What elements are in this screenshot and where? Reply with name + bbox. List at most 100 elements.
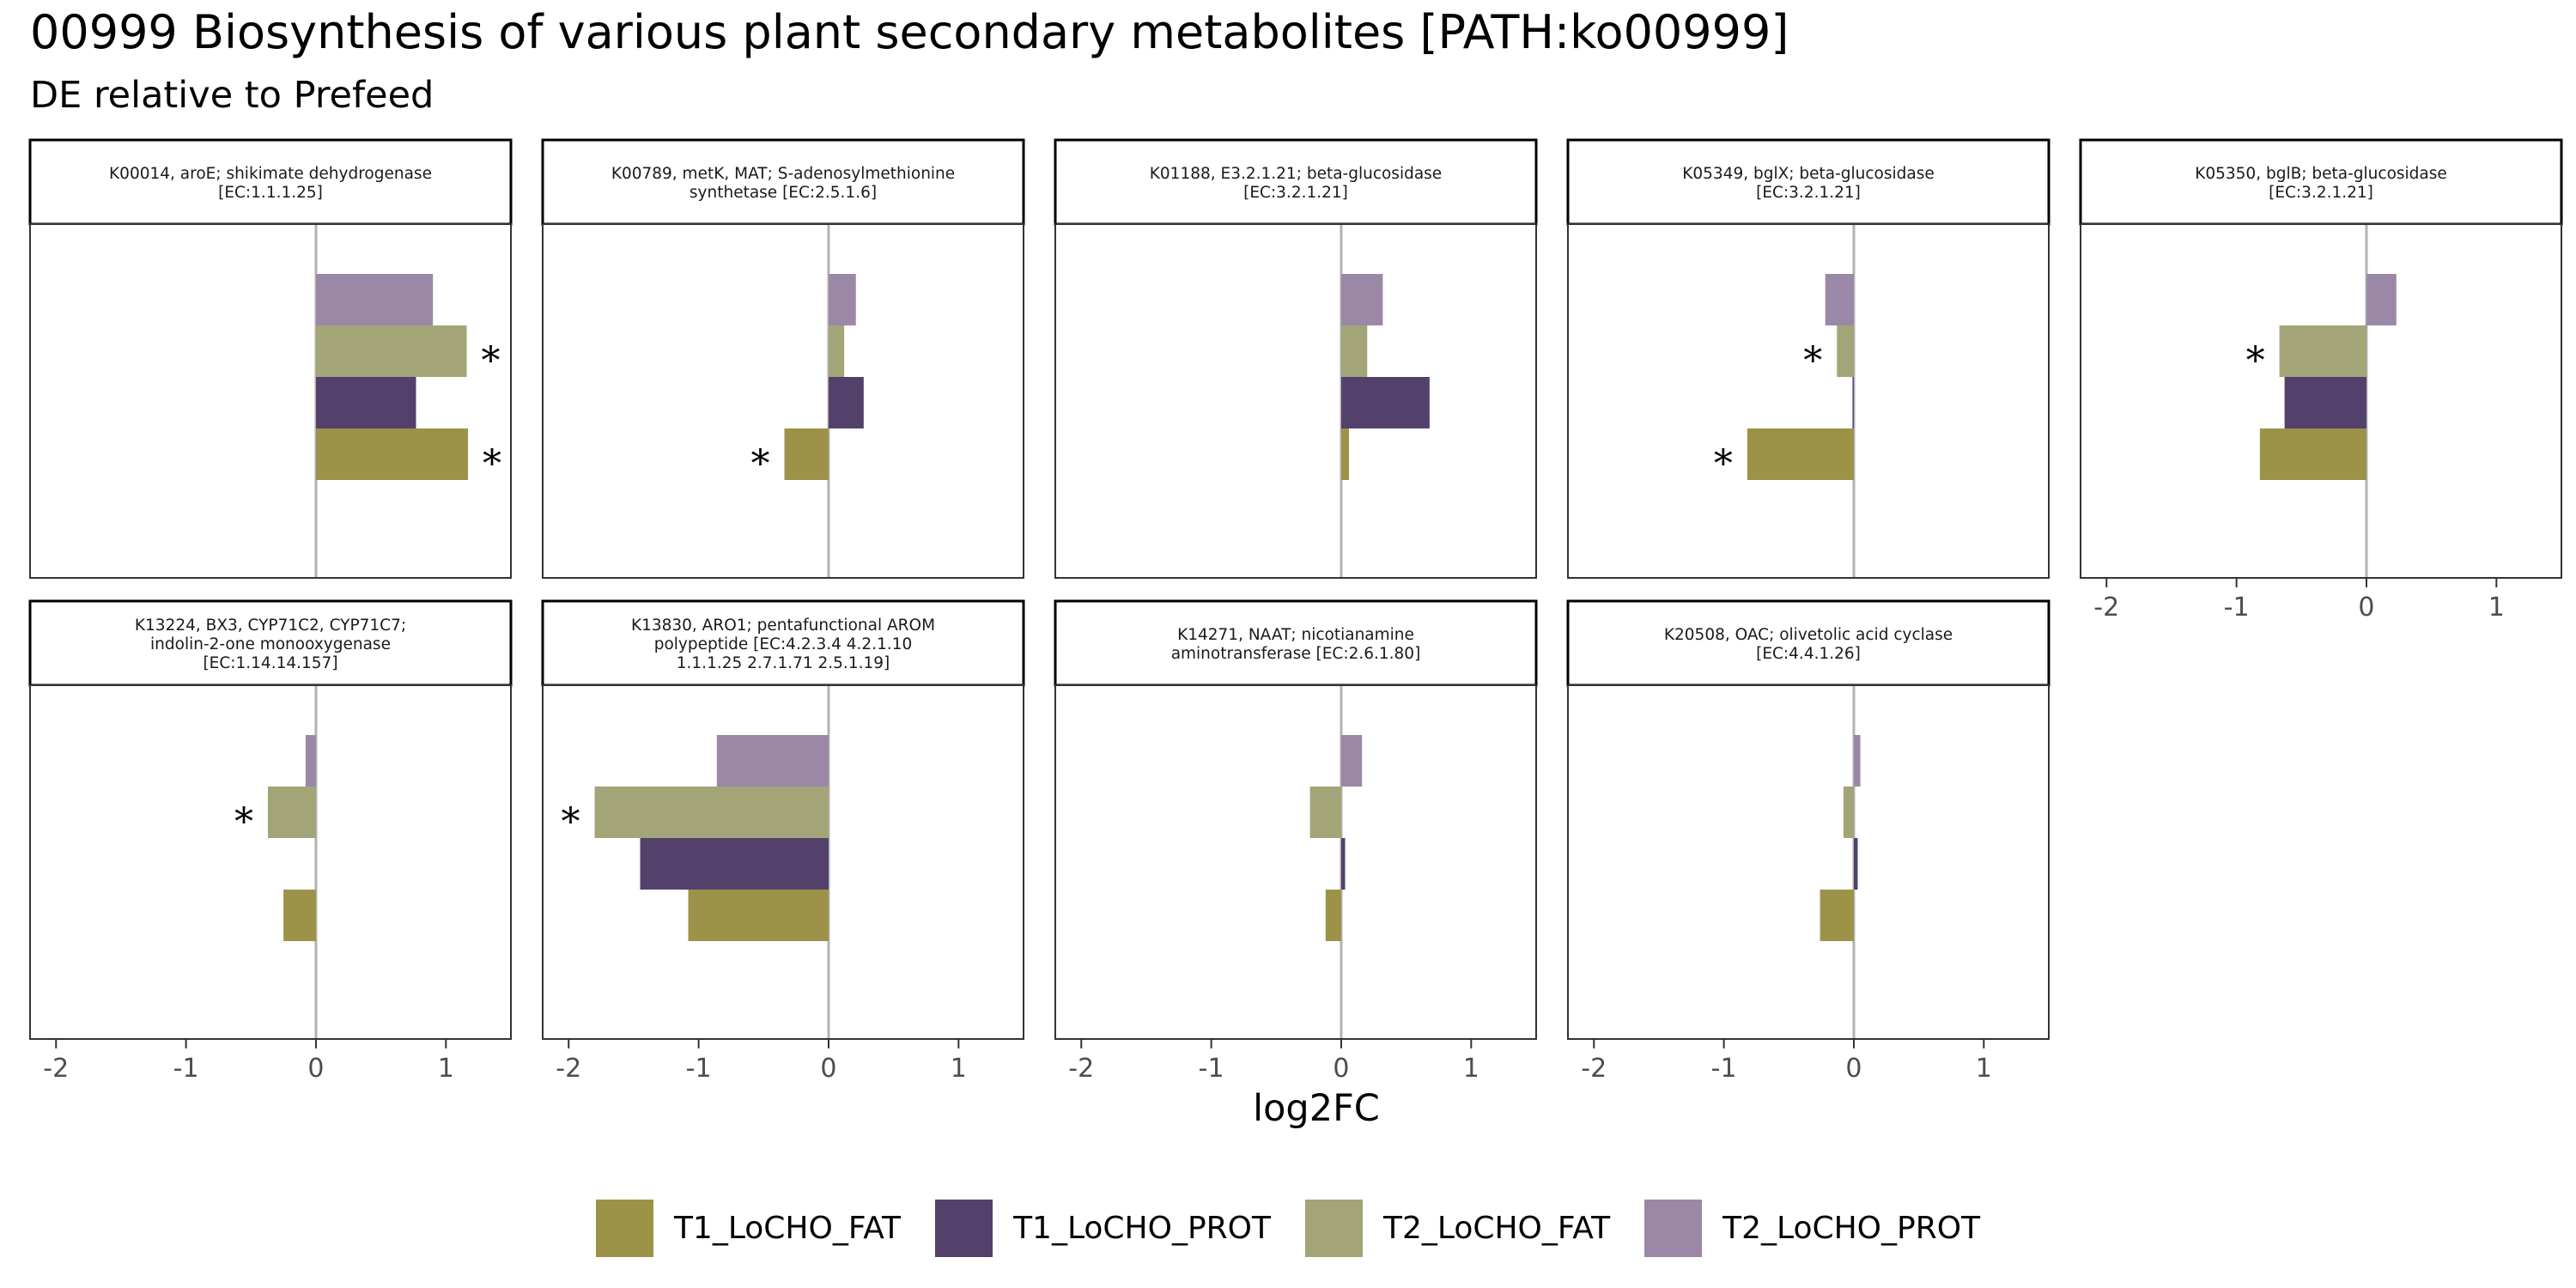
panel-background bbox=[1568, 224, 2049, 578]
facet-strip-label: aminotransferase [EC:2.6.1.80] bbox=[1171, 645, 1421, 663]
bar-T1_LoCHO_FAT bbox=[1820, 890, 1854, 941]
legend: T1_LoCHO_FAT T1_LoCHO_PROT T2_LoCHO_FAT T2_… bbox=[0, 1189, 2576, 1267]
bar-T2_LoCHO_PROT bbox=[315, 274, 434, 325]
facet-strip-label: [EC:1.1.1.25] bbox=[218, 184, 323, 202]
facet-panel: K05350, bglB; beta-glucosidase[EC:3.2.1.… bbox=[2079, 138, 2563, 623]
bar-T2_LoCHO_PROT bbox=[828, 274, 856, 325]
legend-label: T1_LoCHO_FAT bbox=[673, 1210, 902, 1246]
significance-marker: * bbox=[1803, 339, 1822, 383]
bar-T2_LoCHO_PROT bbox=[1853, 735, 1861, 787]
x-tick-label: 1 bbox=[1976, 1054, 1992, 1084]
legend-label: T2_LoCHO_PROT bbox=[1722, 1210, 1981, 1246]
bar-T2_LoCHO_FAT bbox=[1837, 325, 1854, 377]
bar-T1_LoCHO_PROT bbox=[1340, 377, 1430, 428]
bar-T2_LoCHO_FAT bbox=[1309, 787, 1341, 838]
x-tick-label: -2 bbox=[43, 1054, 69, 1084]
facet-strip-label: [EC:3.2.1.21] bbox=[1243, 184, 1348, 202]
significance-marker: * bbox=[562, 800, 580, 844]
facet-strip-label: K20508, OAC; olivetolic acid cyclase bbox=[1664, 626, 1953, 644]
x-tick-label: -2 bbox=[1068, 1054, 1094, 1084]
facet-strip-label: polypeptide [EC:4.2.3.4 4.2.1.10 bbox=[654, 635, 913, 653]
bar-T1_LoCHO_FAT bbox=[1747, 428, 1854, 480]
x-tick-label: -2 bbox=[1581, 1054, 1607, 1084]
bar-T1_LoCHO_FAT bbox=[1340, 428, 1350, 480]
x-tick-label: 1 bbox=[1463, 1054, 1479, 1084]
bar-T1_LoCHO_PROT bbox=[828, 377, 864, 428]
panel-background bbox=[543, 224, 1024, 578]
facet-strip bbox=[1054, 138, 1538, 226]
bar-T2_LoCHO_PROT bbox=[1825, 274, 1854, 325]
facet-strip bbox=[541, 138, 1025, 226]
panel-border bbox=[2080, 223, 2562, 579]
facet-panel: K20508, OAC; olivetolic acid cyclase[EC:… bbox=[1566, 599, 2050, 1084]
x-tick-label: -1 bbox=[1711, 1054, 1737, 1084]
x-tick-label: 0 bbox=[307, 1054, 324, 1084]
facet-strip-label: K00014, aroE; shikimate dehydrogenase bbox=[109, 165, 432, 183]
significance-marker: * bbox=[751, 442, 770, 486]
significance-marker: * bbox=[482, 339, 501, 383]
bar-T2_LoCHO_FAT bbox=[315, 325, 467, 377]
legend-key-swatch bbox=[1644, 1199, 1703, 1257]
bar-T2_LoCHO_PROT bbox=[2366, 274, 2397, 325]
facet-panel: K01188, E3.2.1.21; beta-glucosidase[EC:3… bbox=[1054, 138, 1538, 579]
bar-T1_LoCHO_FAT bbox=[2259, 428, 2366, 480]
facet-strip-label: indolin-2-one monooxygenase bbox=[150, 635, 391, 653]
bar-T1_LoCHO_PROT bbox=[2284, 377, 2366, 428]
bar-T2_LoCHO_PROT bbox=[1340, 274, 1383, 325]
bar-T1_LoCHO_PROT bbox=[315, 377, 416, 428]
bar-T1_LoCHO_FAT bbox=[784, 428, 829, 480]
legend-key-swatch bbox=[1305, 1199, 1363, 1257]
bar-T1_LoCHO_PROT bbox=[1852, 377, 1854, 428]
facet-strip-label: [EC:1.14.14.157] bbox=[203, 654, 337, 672]
facet-panel: K13830, ARO1; pentafunctional AROMpolype… bbox=[541, 599, 1025, 1084]
bar-T2_LoCHO_FAT bbox=[1843, 787, 1854, 838]
facet-panel: K00014, aroE; shikimate dehydrogenase[EC… bbox=[28, 138, 513, 579]
bar-T2_LoCHO_FAT bbox=[1340, 325, 1368, 377]
facet-strip-label: K13224, BX3, CYP71C2, CYP71C7; bbox=[135, 617, 406, 635]
legend-item: T2_LoCHO_PROT bbox=[1644, 1199, 1981, 1257]
x-tick-label: -1 bbox=[1199, 1054, 1224, 1084]
facet-panel: K05349, bglX; beta-glucosidase[EC:3.2.1.… bbox=[1566, 138, 2050, 579]
x-tick-label: -2 bbox=[556, 1054, 581, 1084]
facet-strip bbox=[541, 599, 1025, 687]
panel-border bbox=[1567, 684, 2050, 1040]
facet-panel: K13224, BX3, CYP71C2, CYP71C7;indolin-2-… bbox=[28, 599, 513, 1084]
facet-strip-label: synthetase [EC:2.5.1.6] bbox=[690, 184, 877, 202]
chart-subtitle: DE relative to Prefeed bbox=[30, 74, 434, 117]
facet-strip-label: [EC:4.4.1.26] bbox=[1756, 645, 1861, 663]
facet-strip-label: K01188, E3.2.1.21; beta-glucosidase bbox=[1150, 165, 1442, 183]
panel-border bbox=[1567, 223, 2050, 579]
facet-strip bbox=[2079, 138, 2563, 226]
panel-background bbox=[1568, 685, 2049, 1039]
facet-strip-label: 1.1.1.25 2.7.1.71 2.5.1.19] bbox=[677, 654, 890, 672]
panel-background bbox=[30, 685, 511, 1039]
x-axis-title: log2FC bbox=[1253, 1087, 1380, 1130]
facet-strip-label: K05350, bglB; beta-glucosidase bbox=[2195, 165, 2447, 183]
bar-T1_LoCHO_FAT bbox=[315, 428, 469, 480]
panel-border bbox=[1054, 684, 1537, 1040]
facet-strip-label: [EC:3.2.1.21] bbox=[1756, 184, 1861, 202]
x-tick-label: 0 bbox=[1845, 1054, 1862, 1084]
panel-background bbox=[1055, 685, 1536, 1039]
facet-strip-label: K14271, NAAT; nicotianamine bbox=[1177, 626, 1414, 644]
panel-border bbox=[542, 223, 1024, 579]
x-tick-label: 1 bbox=[2488, 592, 2505, 623]
significance-marker: * bbox=[2246, 339, 2265, 383]
panel-border bbox=[29, 684, 512, 1040]
bar-T1_LoCHO_PROT bbox=[1853, 838, 1858, 890]
significance-marker: * bbox=[234, 800, 253, 844]
bar-T2_LoCHO_FAT bbox=[267, 787, 316, 838]
facet-strip bbox=[1054, 599, 1538, 687]
legend-key-swatch bbox=[935, 1199, 993, 1257]
bar-T1_LoCHO_FAT bbox=[1325, 890, 1341, 941]
legend-item: T2_LoCHO_FAT bbox=[1305, 1199, 1610, 1257]
significance-marker: * bbox=[483, 442, 501, 486]
x-tick-label: -1 bbox=[173, 1054, 199, 1084]
bar-T2_LoCHO_PROT bbox=[1340, 735, 1363, 787]
x-tick-label: 0 bbox=[820, 1054, 836, 1084]
bar-T2_LoCHO_FAT bbox=[594, 787, 829, 838]
legend-key-swatch bbox=[595, 1199, 653, 1257]
panel-border bbox=[1054, 223, 1537, 579]
panel-border bbox=[29, 223, 512, 579]
panel-background bbox=[1055, 224, 1536, 578]
